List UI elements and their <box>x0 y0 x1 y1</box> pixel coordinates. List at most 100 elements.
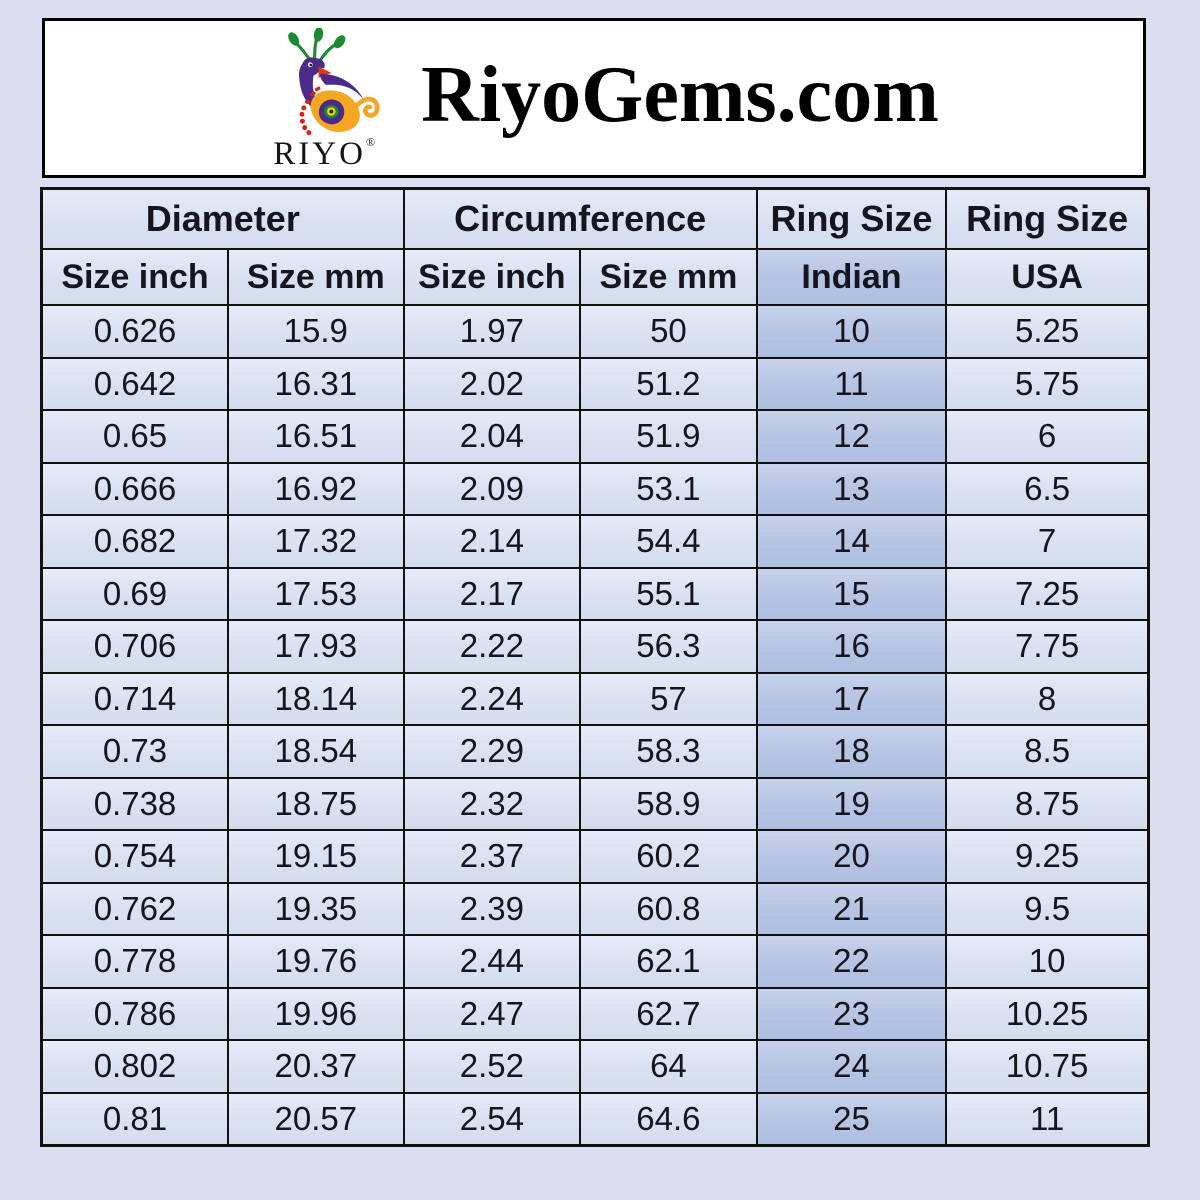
cell-diameter-inch: 0.682 <box>40 514 230 569</box>
cell-circumference-inch: 2.29 <box>402 724 582 779</box>
cell-diameter-mm: 19.76 <box>227 934 405 989</box>
cell-ring-size-indian: 24 <box>755 1039 948 1094</box>
cell-ring-size-indian: 17 <box>755 671 948 726</box>
site-title: RiyoGems.com <box>421 51 939 139</box>
cell-circumference-mm: 56.3 <box>579 619 758 674</box>
peacock-logo-icon <box>265 27 383 140</box>
cell-diameter-inch: 0.69 <box>40 566 230 621</box>
registered-trademark-symbol: ® <box>365 134 376 149</box>
column-header-circumference-mm: Size mm <box>579 248 758 306</box>
cell-ring-size-usa: 9.5 <box>945 881 1150 936</box>
cell-circumference-inch: 2.47 <box>402 986 582 1041</box>
table-row: 0.714 18.14 2.24 57 17 8 <box>40 671 1150 726</box>
group-header-diameter: Diameter <box>40 187 405 250</box>
cell-ring-size-usa: 8 <box>945 671 1150 726</box>
cell-ring-size-usa: 7.75 <box>945 619 1150 674</box>
cell-circumference-inch: 2.02 <box>402 356 582 411</box>
cell-circumference-mm: 62.7 <box>579 986 758 1041</box>
cell-diameter-inch: 0.73 <box>40 724 230 779</box>
cell-diameter-inch: 0.666 <box>40 461 230 516</box>
cell-diameter-mm: 19.96 <box>227 986 405 1041</box>
cell-ring-size-indian: 20 <box>755 829 948 884</box>
cell-circumference-mm: 64.6 <box>579 1091 758 1147</box>
cell-circumference-inch: 2.22 <box>402 619 582 674</box>
cell-diameter-mm: 16.31 <box>227 356 405 411</box>
cell-circumference-mm: 62.1 <box>579 934 758 989</box>
cell-ring-size-usa: 5.25 <box>945 304 1150 359</box>
cell-diameter-mm: 17.32 <box>227 514 405 569</box>
cell-circumference-mm: 51.9 <box>579 409 758 464</box>
cell-circumference-inch: 2.32 <box>402 776 582 831</box>
cell-circumference-mm: 55.1 <box>579 566 758 621</box>
cell-diameter-inch: 0.786 <box>40 986 230 1041</box>
cell-diameter-inch: 0.754 <box>40 829 230 884</box>
table-row: 0.786 19.96 2.47 62.7 23 10.25 <box>40 986 1150 1041</box>
cell-diameter-inch: 0.642 <box>40 356 230 411</box>
cell-ring-size-indian: 22 <box>755 934 948 989</box>
cell-ring-size-indian: 16 <box>755 619 948 674</box>
table-row: 0.69 17.53 2.17 55.1 15 7.25 <box>40 566 1150 621</box>
cell-ring-size-indian: 19 <box>755 776 948 831</box>
column-header-indian: Indian <box>755 248 948 306</box>
cell-ring-size-usa: 6 <box>945 409 1150 464</box>
cell-ring-size-usa: 10 <box>945 934 1150 989</box>
column-header-diameter-inch: Size inch <box>40 248 230 306</box>
cell-ring-size-indian: 15 <box>755 566 948 621</box>
cell-ring-size-usa: 5.75 <box>945 356 1150 411</box>
ring-size-chart: Diameter Circumference Ring Size Ring Si… <box>40 187 1150 1147</box>
cell-diameter-mm: 18.75 <box>227 776 405 831</box>
table-row: 0.666 16.92 2.09 53.1 13 6.5 <box>40 461 1150 516</box>
cell-ring-size-indian: 25 <box>755 1091 948 1147</box>
cell-circumference-mm: 58.9 <box>579 776 758 831</box>
cell-circumference-inch: 2.14 <box>402 514 582 569</box>
cell-diameter-inch: 0.706 <box>40 619 230 674</box>
cell-ring-size-usa: 7.25 <box>945 566 1150 621</box>
table-row: 0.626 15.9 1.97 50 10 5.25 <box>40 304 1150 359</box>
cell-ring-size-usa: 9.25 <box>945 829 1150 884</box>
cell-diameter-mm: 17.53 <box>227 566 405 621</box>
cell-circumference-inch: 2.39 <box>402 881 582 936</box>
cell-circumference-mm: 58.3 <box>579 724 758 779</box>
cell-ring-size-indian: 13 <box>755 461 948 516</box>
cell-circumference-inch: 2.04 <box>402 409 582 464</box>
column-header-circumference-inch: Size inch <box>402 248 582 306</box>
cell-ring-size-usa: 7 <box>945 514 1150 569</box>
cell-circumference-inch: 2.44 <box>402 934 582 989</box>
cell-circumference-mm: 54.4 <box>579 514 758 569</box>
cell-ring-size-indian: 10 <box>755 304 948 359</box>
cell-diameter-inch: 0.802 <box>40 1039 230 1094</box>
cell-diameter-inch: 0.738 <box>40 776 230 831</box>
cell-ring-size-indian: 18 <box>755 724 948 779</box>
cell-diameter-mm: 20.37 <box>227 1039 405 1094</box>
table-row: 0.762 19.35 2.39 60.8 21 9.5 <box>40 881 1150 936</box>
cell-circumference-inch: 2.37 <box>402 829 582 884</box>
group-header-ring-size-indian: Ring Size <box>755 187 948 250</box>
cell-circumference-inch: 2.24 <box>402 671 582 726</box>
table-row: 0.738 18.75 2.32 58.9 19 8.75 <box>40 776 1150 831</box>
cell-circumference-mm: 64 <box>579 1039 758 1094</box>
cell-circumference-mm: 57 <box>579 671 758 726</box>
cell-circumference-inch: 2.52 <box>402 1039 582 1094</box>
cell-ring-size-indian: 21 <box>755 881 948 936</box>
cell-circumference-mm: 50 <box>579 304 758 359</box>
cell-circumference-mm: 60.2 <box>579 829 758 884</box>
cell-diameter-mm: 20.57 <box>227 1091 405 1147</box>
table-row: 0.706 17.93 2.22 56.3 16 7.75 <box>40 619 1150 674</box>
cell-diameter-mm: 16.92 <box>227 461 405 516</box>
cell-diameter-mm: 18.14 <box>227 671 405 726</box>
cell-diameter-mm: 19.15 <box>227 829 405 884</box>
table-row: 0.642 16.31 2.02 51.2 11 5.75 <box>40 356 1150 411</box>
cell-circumference-inch: 1.97 <box>402 304 582 359</box>
cell-circumference-inch: 2.54 <box>402 1091 582 1147</box>
cell-diameter-inch: 0.762 <box>40 881 230 936</box>
cell-circumference-mm: 53.1 <box>579 461 758 516</box>
cell-circumference-inch: 2.09 <box>402 461 582 516</box>
cell-ring-size-indian: 14 <box>755 514 948 569</box>
cell-diameter-inch: 0.81 <box>40 1091 230 1147</box>
table-row: 0.754 19.15 2.37 60.2 20 9.25 <box>40 829 1150 884</box>
cell-diameter-mm: 19.35 <box>227 881 405 936</box>
cell-ring-size-usa: 10.25 <box>945 986 1150 1041</box>
table-row: 0.65 16.51 2.04 51.9 12 6 <box>40 409 1150 464</box>
cell-ring-size-usa: 8.75 <box>945 776 1150 831</box>
column-group-row: Diameter Circumference Ring Size Ring Si… <box>40 187 1150 250</box>
